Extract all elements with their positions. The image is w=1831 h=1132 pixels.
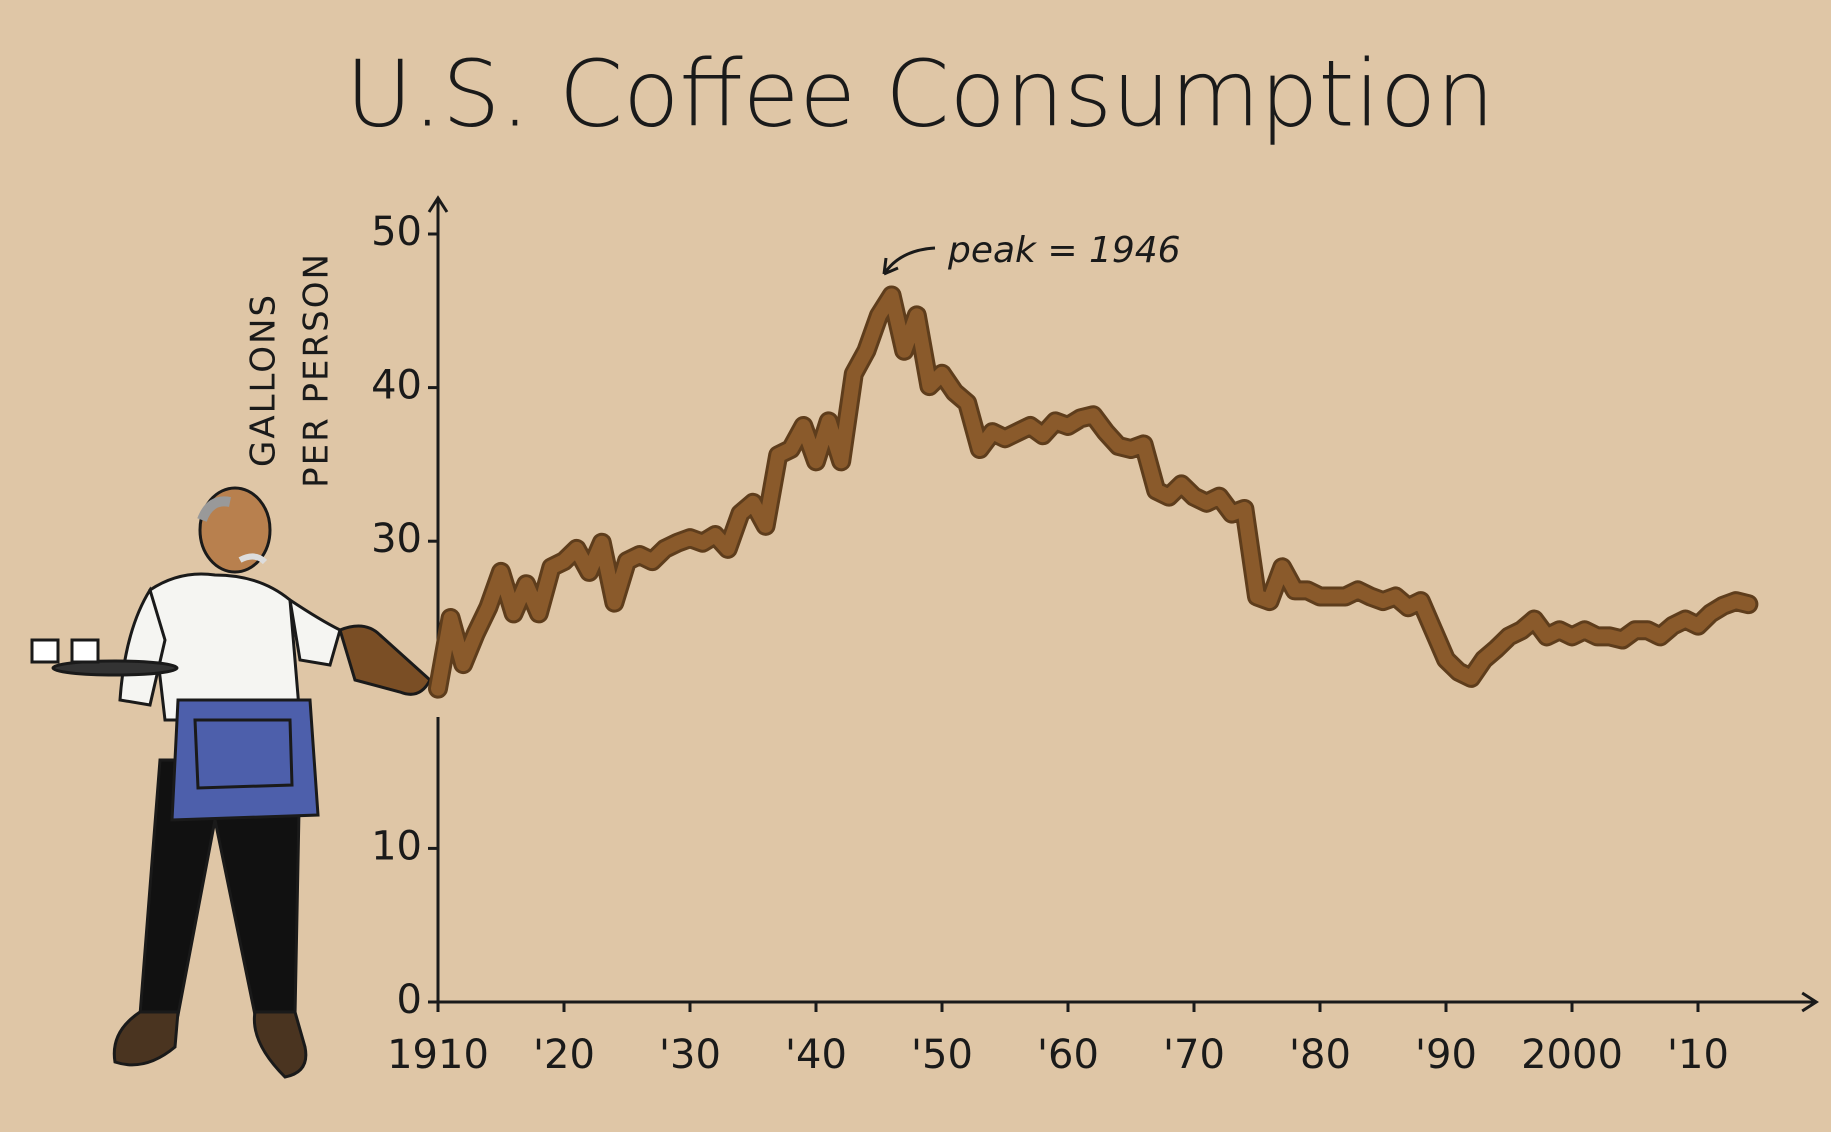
y-tick-label: 40: [371, 363, 422, 409]
x-tick-label: '80: [1289, 1032, 1351, 1078]
x-tick-label: '40: [785, 1032, 847, 1078]
y-axis: [427, 195, 449, 1002]
y-tick-label: 0: [397, 977, 422, 1023]
x-tick-label: '30: [659, 1032, 721, 1078]
x-tick-label: 1910: [387, 1032, 489, 1078]
waiter-illustration: [30, 486, 432, 1079]
x-tick-label: '20: [533, 1032, 595, 1078]
x-tick-label: 2000: [1521, 1032, 1623, 1078]
x-tick-label: '50: [911, 1032, 973, 1078]
x-tick-label: '70: [1163, 1032, 1225, 1078]
x-axis: [438, 991, 1819, 1013]
x-tick-label: '90: [1415, 1032, 1477, 1078]
y-axis-label: PER PERSON: [297, 252, 337, 488]
x-tick-label: '10: [1667, 1032, 1729, 1078]
x-tick-label: '60: [1037, 1032, 1099, 1078]
annotation: peak = 1946: [947, 230, 1181, 271]
y-tick-label: 10: [371, 823, 422, 869]
y-axis-label: GALLONS: [244, 293, 284, 467]
chart-title: U.S. Coffee Consumption: [345, 41, 1494, 148]
line: [431, 288, 1756, 696]
y-tick-label: 50: [371, 209, 422, 255]
y-tick-label: 30: [371, 516, 422, 562]
annotation-arrow: [882, 246, 936, 276]
